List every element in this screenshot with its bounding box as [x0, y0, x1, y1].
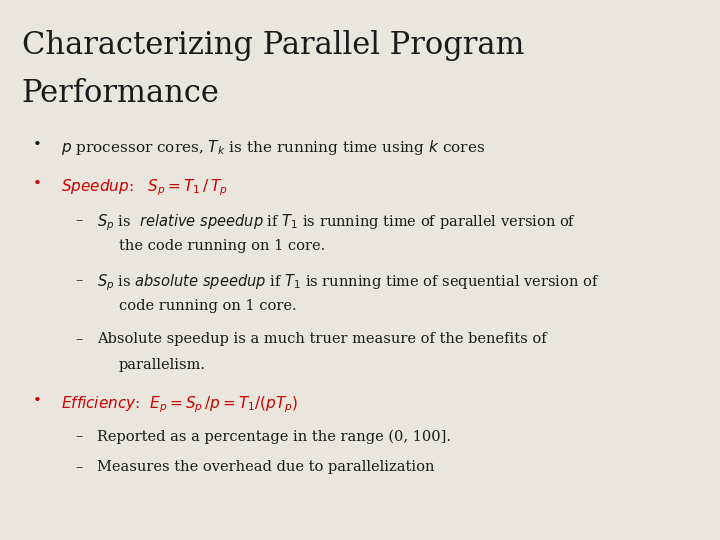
Text: Absolute speedup is a much truer measure of the benefits of: Absolute speedup is a much truer measure… [97, 332, 546, 346]
Text: Characterizing Parallel Program: Characterizing Parallel Program [22, 30, 524, 60]
Text: $S_p$ is $\mathit{absolute\ speedup}$ if $T_1$ is running time of sequential ver: $S_p$ is $\mathit{absolute\ speedup}$ if… [97, 273, 600, 293]
Text: $p$ processor cores, $T_k$ is the running time using $k$ cores: $p$ processor cores, $T_k$ is the runnin… [61, 138, 485, 157]
Text: code running on 1 core.: code running on 1 core. [119, 299, 297, 313]
Text: •: • [32, 177, 41, 191]
Text: –: – [76, 332, 83, 346]
Text: Measures the overhead due to parallelization: Measures the overhead due to paralleliza… [97, 460, 435, 474]
Text: •: • [32, 394, 41, 408]
Text: $\mathit{Efficiency}$:  $E_p = S_p\,/p = T_1/(pT_p)$: $\mathit{Efficiency}$: $E_p = S_p\,/p = … [61, 394, 299, 415]
Text: Performance: Performance [22, 78, 220, 109]
Text: Reported as a percentage in the range (0, 100].: Reported as a percentage in the range (0… [97, 429, 451, 444]
Text: –: – [76, 429, 83, 443]
Text: $S_p$ is  $\mathit{relative\ speedup}$ if $T_1$ is running time of parallel vers: $S_p$ is $\mathit{relative\ speedup}$ if… [97, 213, 577, 233]
Text: –: – [76, 213, 83, 227]
Text: –: – [76, 273, 83, 287]
Text: $\mathit{Speedup}$:   $S_p = T_1\,/\,T_p$: $\mathit{Speedup}$: $S_p = T_1\,/\,T_p$ [61, 177, 228, 198]
Text: parallelism.: parallelism. [119, 358, 206, 372]
Text: the code running on 1 core.: the code running on 1 core. [119, 239, 325, 253]
Text: •: • [32, 138, 41, 152]
Text: –: – [76, 460, 83, 474]
